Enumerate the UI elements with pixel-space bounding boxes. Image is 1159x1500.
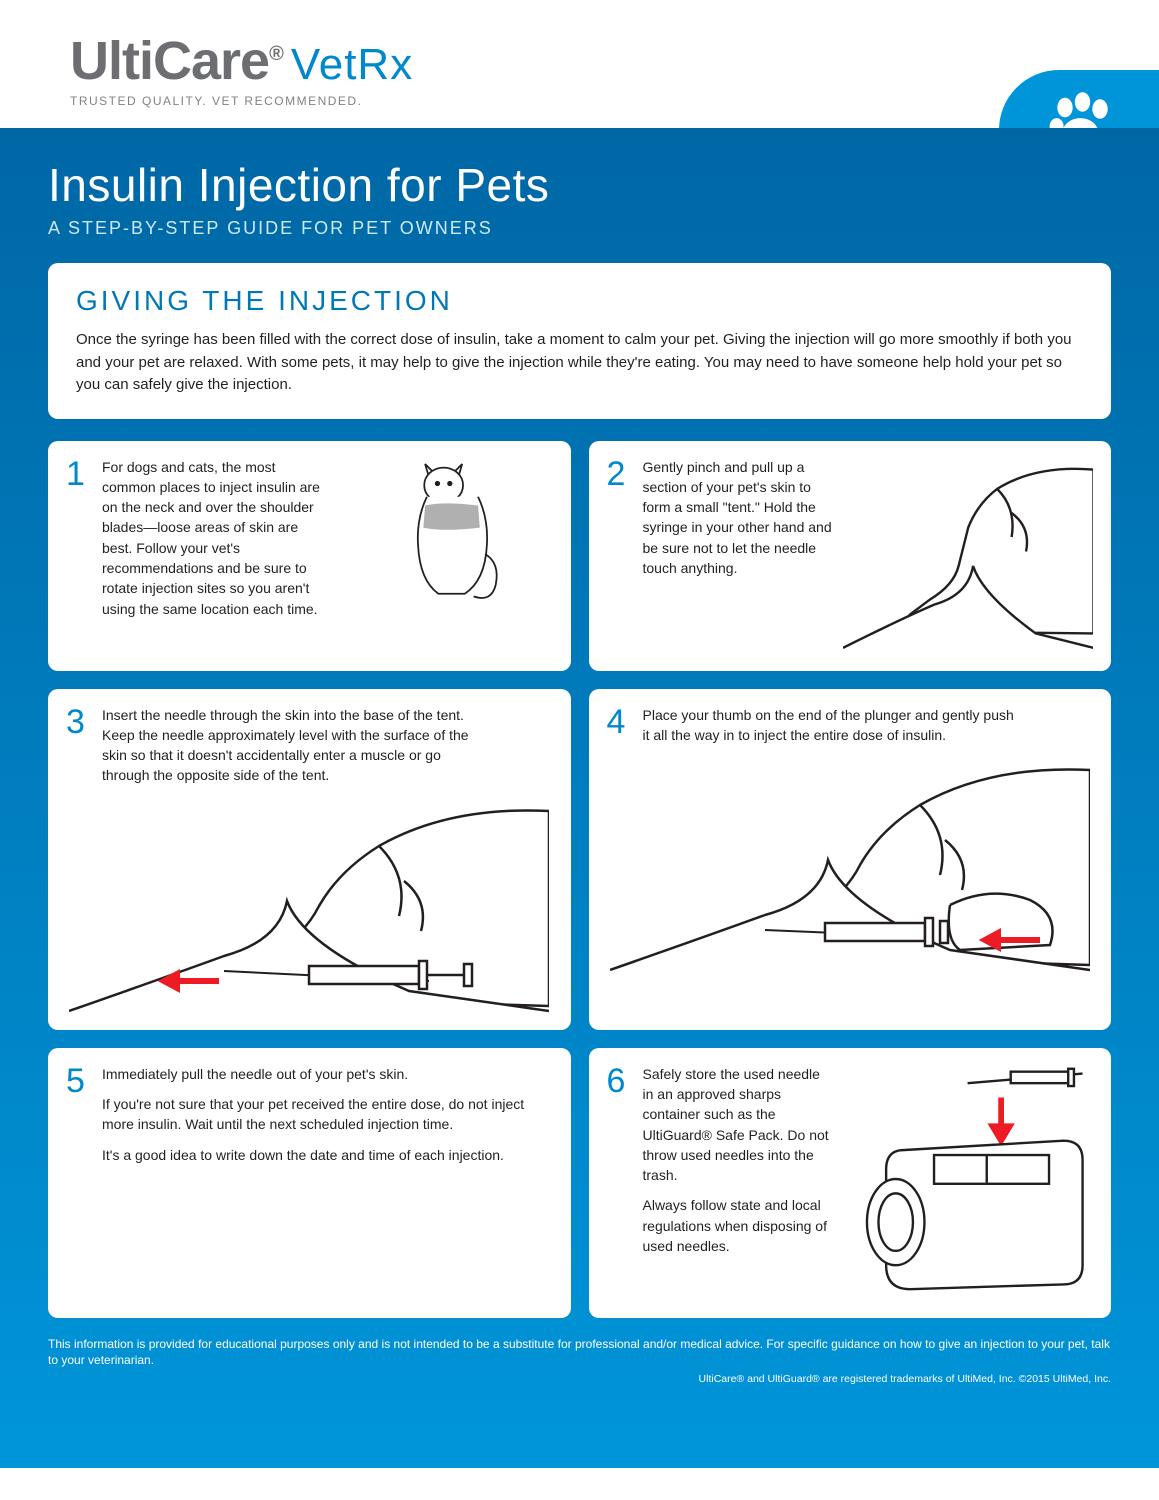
logo: UltiCare® VetRx: [70, 30, 1089, 92]
step-3: 3 Insert the needle through the skin int…: [48, 689, 571, 1030]
page-subtitle: A STEP-BY-STEP GUIDE FOR PET OWNERS: [48, 218, 1111, 239]
step-text: Gently pinch and pull up a section of yo…: [643, 457, 833, 579]
step-number: 2: [607, 457, 633, 491]
step-text: Immediately pull the needle out of your …: [102, 1064, 553, 1165]
step-number: 5: [66, 1064, 92, 1098]
trademark: UltiCare® and UltiGuard® are registered …: [48, 1373, 1111, 1385]
intro-heading: GIVING THE INJECTION: [76, 285, 1083, 317]
step-1: 1 For dogs and cats, the most common pla…: [48, 441, 571, 671]
step-number: 1: [66, 457, 92, 491]
step-5: 5 Immediately pull the needle out of you…: [48, 1048, 571, 1318]
tagline: TRUSTED QUALITY. VET RECOMMENDED.: [70, 94, 1089, 108]
step-number: 6: [607, 1064, 633, 1098]
page-title: Insulin Injection for Pets: [48, 158, 1111, 212]
logo-ulticare: UltiCare®: [70, 30, 283, 92]
step-2: 2 Gently pinch and pull up a section of …: [589, 441, 1112, 671]
insert-illustration: [66, 806, 553, 1016]
step-number: 4: [607, 705, 633, 746]
step-text: For dogs and cats, the most common place…: [102, 457, 322, 619]
step-text: Place your thumb on the end of the plung…: [643, 705, 1023, 746]
push-illustration: [607, 765, 1094, 975]
header: UltiCare® VetRx TRUSTED QUALITY. VET REC…: [0, 0, 1159, 128]
dispose-illustration: [843, 1064, 1094, 1294]
step-6: 6 Safely store the used needle in an app…: [589, 1048, 1112, 1318]
step-4: 4 Place your thumb on the end of the plu…: [589, 689, 1112, 1030]
logo-vetrx: VetRx: [291, 40, 413, 90]
cat-illustration: [332, 457, 552, 607]
pinch-illustration: [843, 457, 1094, 657]
intro-text: Once the syringe has been filled with th…: [76, 329, 1083, 397]
step-text: Insert the needle through the skin into …: [102, 705, 482, 786]
step-number: 3: [66, 705, 92, 786]
step-text: Safely store the used needle in an appro…: [643, 1064, 833, 1257]
disclaimer: This information is provided for educati…: [48, 1336, 1111, 1370]
intro-box: GIVING THE INJECTION Once the syringe ha…: [48, 263, 1111, 419]
main-content: Insulin Injection for Pets A STEP-BY-STE…: [0, 128, 1159, 1468]
